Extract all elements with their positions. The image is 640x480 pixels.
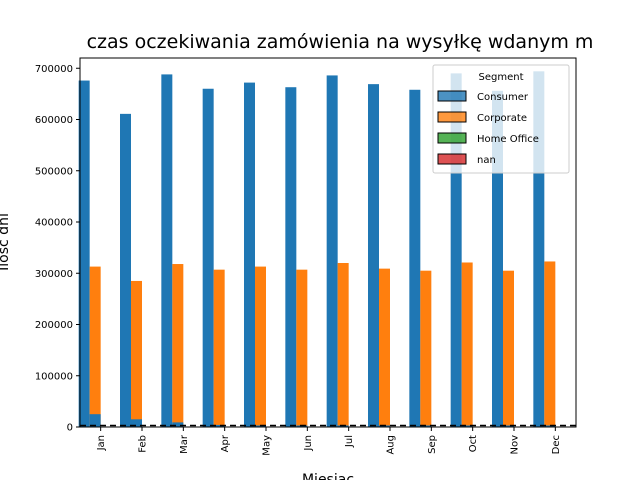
bar-corporate-apr [213,269,225,427]
x-tick-label: Jan [96,435,107,451]
legend-item-consumer[interactable]: Consumer [437,90,529,103]
overlay-bar-feb [131,419,142,427]
bar-consumer-feb [120,113,131,428]
chart-title: czas oczekiwania zamówienia na wysyłkę w… [87,31,594,53]
legend-box [432,64,570,174]
bar-consumer-nov [492,90,503,428]
x-tick-label: Oct [468,435,479,452]
y-tick-label: 400000 [35,218,73,229]
bar-corporate-dec [544,261,556,427]
overlay-bar-mar [172,422,184,427]
plot-frame [79,57,577,428]
bar-consumer-sep [409,89,421,428]
x-axis-title: Miesiac [302,472,354,480]
overlay-bar-jan [89,414,101,427]
legend-swatch [437,153,467,165]
bars-group [78,71,556,428]
legend[interactable]: Segment Consumer Corporate Home Office nan [432,64,570,174]
y-axis-title: Ilość dni [0,213,12,271]
bar-consumer-mar [161,74,173,428]
bar-corporate-jul [337,263,349,427]
legend-label: Consumer [477,92,529,103]
y-tick-label: 200000 [35,320,73,331]
bar-consumer-dec [533,71,545,427]
x-tick-label: Aug [386,435,397,455]
bar-corporate-nov [503,270,514,427]
bar-corporate-mar [172,264,184,427]
y-tick-label: 500000 [35,166,73,177]
x-tick-label: Apr [220,434,231,452]
bar-consumer-apr [202,88,214,427]
x-tick-label: Nov [510,435,521,455]
bar-consumer-may [244,82,255,427]
y-tick-label: 600000 [35,115,73,126]
y-tick-label: 100000 [35,371,73,382]
bar-corporate-may [255,266,266,427]
bar-corporate-oct [461,262,473,427]
legend-swatch [437,90,467,102]
bar-consumer-jul [326,75,338,428]
overlay-bar-oct [461,425,473,427]
x-tick-label: Jul [344,435,355,448]
bar-consumer-aug [368,84,379,427]
legend-label: Home Office [477,134,539,145]
x-axis: Jan Feb Mar Apr May Jun Jul Aug Sep Oct Nov Dec [96,427,562,456]
legend-swatch [437,132,467,144]
overlay-bar-apr [213,424,225,427]
legend-item-corporate[interactable]: Corporate [437,111,527,124]
bar-corporate-aug [379,268,390,427]
overlay-bar-dec [544,425,556,427]
y-tick-label: 0 [67,423,73,434]
bar-consumer-jan [78,80,90,428]
x-tick-label: Jun [303,435,314,452]
x-tick-label: Dec [551,435,562,454]
legend-title: Segment [479,72,524,83]
legend-item-nan[interactable]: nan [437,153,496,166]
y-tick-label: 300000 [35,269,73,280]
legend-label: nan [477,155,496,166]
bar-consumer-oct [450,73,462,427]
legend-item-home-office[interactable]: Home Office [437,132,539,145]
y-tick-label: 700000 [35,64,73,75]
bar-corporate-jun [296,269,308,427]
y-axis: 0 100000 200000 300000 400000 500000 600000 700… [35,64,80,434]
legend-swatch [437,111,467,123]
legend-label: Corporate [477,113,527,124]
bar-corporate-jan [89,266,101,427]
x-tick-label: Sep [427,435,438,454]
x-tick-label: Feb [138,435,149,453]
x-tick-label: Mar [179,434,190,454]
bar-corporate-sep [420,270,432,427]
overlay-bar-nov [503,425,514,427]
bar-corporate-feb [131,280,142,427]
x-tick-label: May [262,435,273,456]
bar-consumer-jun [285,87,297,428]
